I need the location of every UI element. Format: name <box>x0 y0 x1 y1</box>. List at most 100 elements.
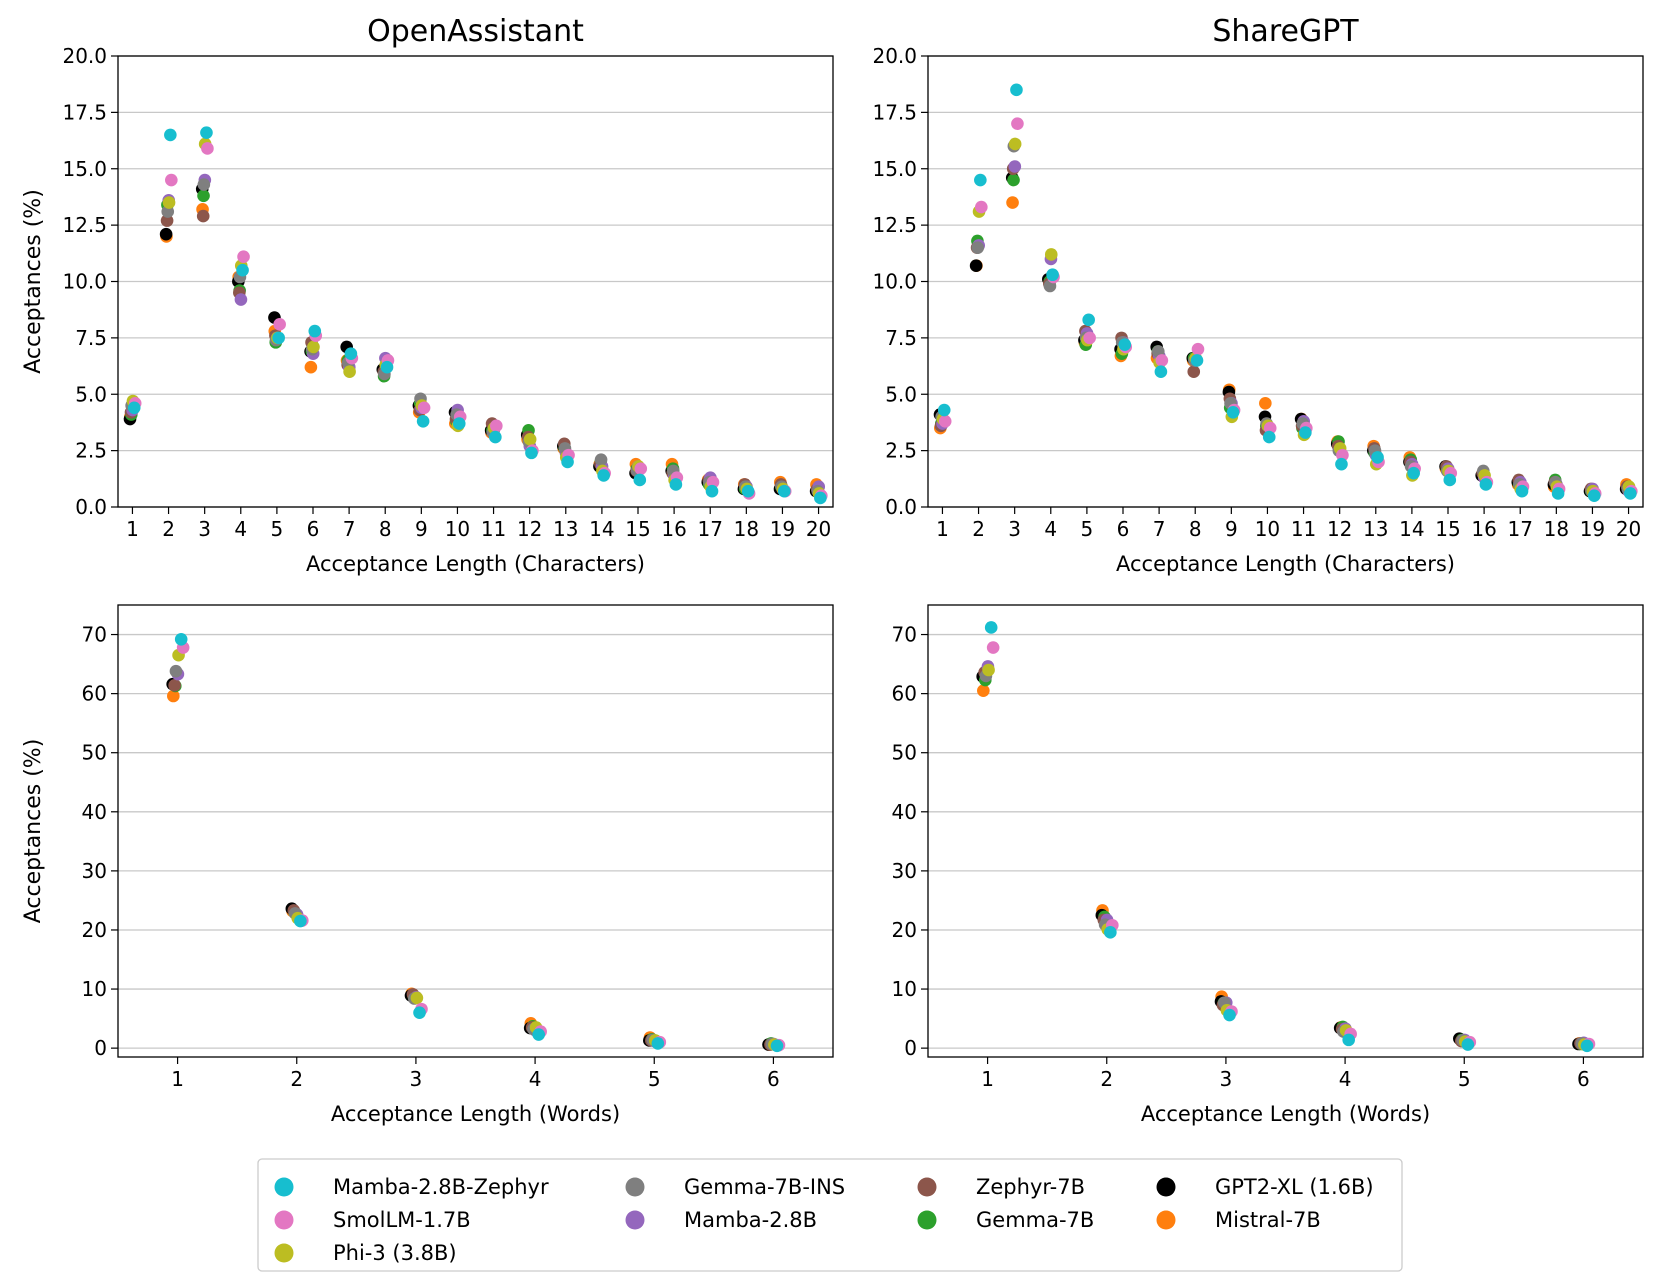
x-tick-label: 17 <box>697 517 722 541</box>
x-tick-label: 20 <box>806 517 831 541</box>
point-mamba-2-8b-zephyr <box>741 484 755 498</box>
legend-marker <box>274 1177 294 1197</box>
y-tick-label: 20 <box>82 918 107 942</box>
x-tick-label: 4 <box>234 517 247 541</box>
x-tick-label: 19 <box>770 517 795 541</box>
point-mamba-2-8b-zephyr <box>1010 83 1023 97</box>
grid-lines <box>928 633 1643 1049</box>
y-ticks: 0 10 20 30 40 50 60 70 <box>82 623 118 1060</box>
point-mamba-2-8b-zephyr <box>1190 354 1204 367</box>
point-mamba-2-8b-zephyr <box>489 430 502 444</box>
y-tick-label: 5.0 <box>75 382 107 406</box>
y-tick-label: 40 <box>892 800 917 824</box>
y-tick-label: 10 <box>82 977 107 1001</box>
point-mamba-2-8b-zephyr <box>174 632 188 646</box>
x-ticks: 1 2 3 4 5 6 <box>171 1057 780 1091</box>
legend: Mamba-2.8B-Zephyr SmolLM-1.7B Phi-3 (3.8B)… <box>257 1158 1403 1272</box>
point-mamba-2-8b-zephyr <box>937 403 951 417</box>
legend-marker <box>917 1177 937 1197</box>
point-mamba-2-8b-zephyr <box>1443 473 1457 487</box>
point-phi-3-3-8b <box>343 365 356 379</box>
x-tick-label: 14 <box>1399 517 1424 541</box>
axes-frame <box>927 604 1644 1058</box>
point-smollm-1-7b <box>1011 117 1024 130</box>
point-smollm-1-7b <box>975 200 988 214</box>
x-tick-label: 17 <box>1507 517 1532 541</box>
point-smollm-1-7b <box>201 142 214 155</box>
data-points <box>933 83 1638 503</box>
x-tick-label: 8 <box>1189 517 1202 541</box>
y-tick-label: 10.0 <box>872 270 917 294</box>
x-tick-label: 2 <box>1100 1067 1113 1091</box>
y-tick-label: 10 <box>892 977 917 1001</box>
x-tick-label: 5 <box>648 1067 661 1091</box>
point-phi-3-3-8b <box>523 433 537 446</box>
x-tick-label: 15 <box>1435 517 1460 541</box>
x-tick-label: 4 <box>529 1067 542 1091</box>
x-tick-label: 10 <box>445 517 470 541</box>
x-tick-label: 3 <box>1008 517 1021 541</box>
point-mamba-2-8b-zephyr <box>1515 484 1529 498</box>
x-tick-label: 1 <box>126 517 139 541</box>
point-mamba-2-8b-zephyr <box>770 1039 784 1053</box>
y-axis-label: Acceptances (%) <box>21 189 46 374</box>
x-tick-label: 1 <box>171 1067 184 1091</box>
x-tick-label: 3 <box>198 517 211 541</box>
x-tick-label: 5 <box>271 517 284 541</box>
y-tick-label: 10.0 <box>62 270 107 294</box>
point-smollm-1-7b <box>237 250 250 263</box>
legend-marker <box>1156 1210 1176 1230</box>
legend-label: Phi-3 (3.8B) <box>333 1241 457 1265</box>
point-zephyr-7b <box>1187 365 1201 379</box>
point-mamba-2-8b-zephyr <box>984 621 998 634</box>
point-mamba-2-8b-zephyr <box>633 473 647 487</box>
point-mamba-2-8b-zephyr <box>1046 268 1059 282</box>
point-mamba-2-8b-zephyr <box>1118 338 1132 351</box>
legend-marker <box>625 1210 645 1230</box>
legend-item: Zephyr-7B <box>917 1175 1085 1199</box>
point-mamba-2-8b-zephyr <box>416 415 430 428</box>
point-smollm-1-7b <box>273 318 286 331</box>
x-axis-label: Acceptance Length (Characters) <box>306 552 645 576</box>
point-mamba-2-8b-zephyr <box>669 478 683 491</box>
point-mamba-2-8b-zephyr <box>1342 1033 1355 1047</box>
x-tick-label: 9 <box>1225 517 1238 541</box>
point-mistral-7b <box>167 689 180 703</box>
x-tick-label: 6 <box>307 517 320 541</box>
y-ticks: 0.0 2.5 5.0 7.5 10.0 12.5 15.0 17.5 20.0 <box>62 44 118 519</box>
point-mamba-2-8b-zephyr <box>127 401 141 415</box>
x-tick-label: 5 <box>1458 1067 1471 1091</box>
x-tick-label: 2 <box>290 1067 303 1091</box>
point-mamba-2-8b-zephyr <box>294 914 307 928</box>
x-tick-label: 20 <box>1616 517 1641 541</box>
x-tick-label: 6 <box>1577 1067 1590 1091</box>
point-mamba-2-8b-zephyr <box>1587 489 1601 503</box>
point-mamba-2-8b-zephyr <box>651 1037 665 1050</box>
y-tick-label: 60 <box>892 682 917 706</box>
y-tick-label: 2.5 <box>75 439 107 463</box>
point-mamba-2-8b-zephyr <box>1551 487 1565 500</box>
point-smollm-1-7b <box>1155 354 1169 367</box>
x-tick-label: 19 <box>1580 517 1605 541</box>
chart-title: OpenAssistant <box>367 14 584 49</box>
point-mamba-2-8b-zephyr <box>380 360 394 374</box>
y-tick-label: 30 <box>82 859 107 883</box>
point-mamba-2-8b-zephyr <box>814 491 827 505</box>
point-phi-3-3-8b <box>1008 137 1022 151</box>
y-tick-label: 0.0 <box>885 495 917 519</box>
grid-lines <box>118 633 833 1049</box>
point-mamba-2-8b-zephyr <box>1624 487 1637 500</box>
point-mamba-2-8b-zephyr <box>1082 313 1095 327</box>
point-mistral-7b <box>304 360 318 374</box>
y-tick-label: 0.0 <box>75 495 107 519</box>
x-ticks: 1 2 3 4 5 6 <box>981 1057 1590 1091</box>
point-mamba-2-8b-zephyr <box>1299 426 1312 439</box>
y-tick-label: 20 <box>892 918 917 942</box>
point-phi-3-3-8b <box>410 991 424 1005</box>
y-tick-label: 70 <box>82 623 107 647</box>
point-phi-3-3-8b <box>982 663 995 677</box>
x-tick-label: 1 <box>981 1067 994 1091</box>
point-zephyr-7b <box>160 214 174 227</box>
